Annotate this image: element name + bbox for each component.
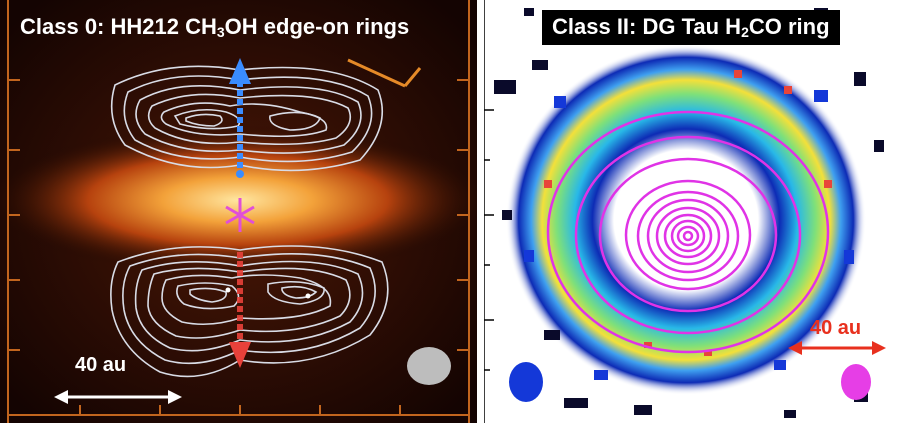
hh212-image-panel: Class 0: HH212 CH3OH edge-on rings 40 au [0,0,477,423]
right-frame-ticks [484,0,494,423]
ring-hotspots [544,70,832,356]
right-panel-title: Class II: DG Tau H2CO ring [542,10,840,45]
beam-right [841,364,871,400]
left-scale-arrow [54,390,182,404]
pointer-arrow [347,58,422,88]
beam-ellipse [407,347,451,385]
right-scale-label: 40 au [810,317,862,339]
dgtau-image-panel: Class II: DG Tau H2CO ring 40 au [484,0,898,423]
ring-speckles [524,90,854,380]
left-panel-title: Class 0: HH212 CH3OH edge-on rings [20,14,410,40]
hh212-image [0,0,477,423]
beam-left [509,362,543,402]
right-scale-arrow [788,341,886,355]
dgtau-image [484,0,898,423]
frame-ticks [7,0,470,423]
protostar-marker [225,198,255,232]
blue-jet-lobe [229,58,251,178]
red-jet-lobe [229,252,251,368]
left-scale-label: 40 au [75,354,127,376]
continuum-contours [546,110,830,354]
